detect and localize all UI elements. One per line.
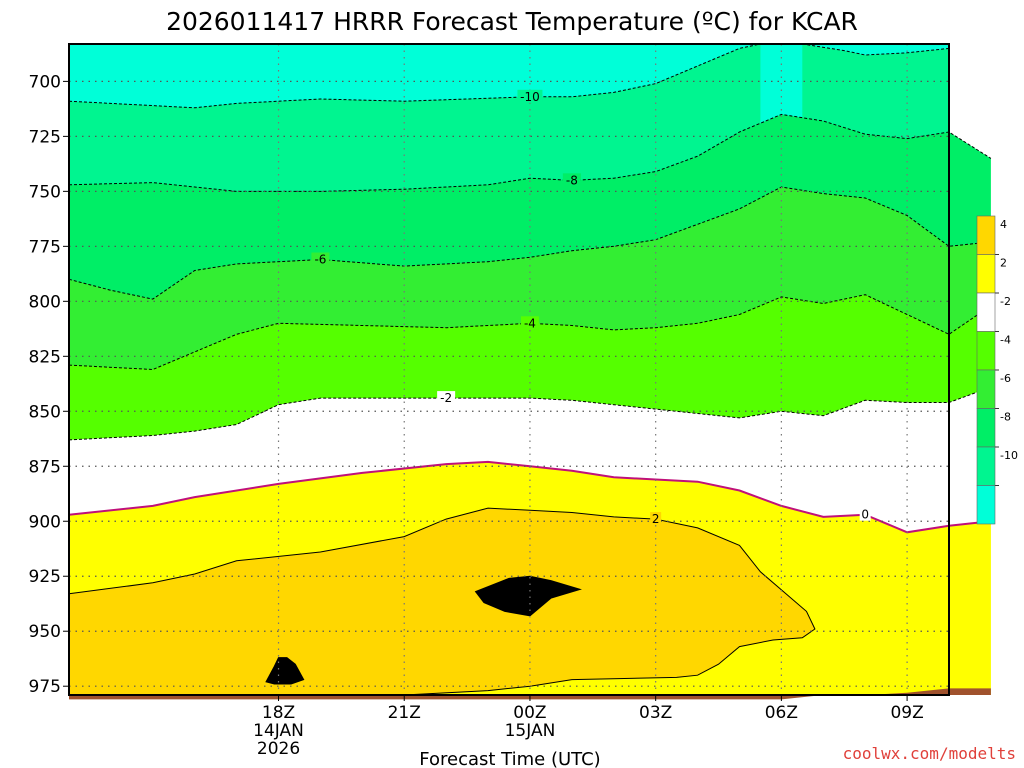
y-tick-label-900: 900 — [29, 512, 61, 532]
contour-line-9 — [265, 657, 305, 685]
colorbar-label--8: -8 — [1000, 411, 1011, 424]
contour-label-6: 0 — [861, 508, 869, 522]
x-tick-label-15JAN: 15JAN — [505, 721, 556, 741]
y-tick-label-825: 825 — [29, 347, 61, 367]
y-tick-label-725: 725 — [29, 127, 61, 147]
x-tick-label-18Z: 18Z — [262, 703, 295, 723]
ground-fill — [69, 688, 991, 700]
contour-label-bg-0 — [517, 89, 543, 103]
colorbar-label--6: -6 — [1000, 372, 1011, 385]
contour-line-3 — [68, 186, 991, 300]
x-tick-label-14JAN: 14JAN — [253, 721, 304, 741]
colorbar-swatch-6 — [976, 446, 996, 486]
chart-title: 2026011417 HRRR Forecast Temperature (ºC… — [166, 7, 858, 36]
colorbar-swatch-3 — [976, 331, 996, 371]
colorbar-label-4: 4 — [1000, 218, 1007, 231]
plot-grid — [69, 44, 949, 695]
contour-label-bg-4 — [520, 316, 539, 330]
contour-line-5 — [68, 386, 992, 441]
contour-label-4: -4 — [524, 316, 536, 330]
x-tick-label-00Z: 00Z — [513, 703, 546, 723]
colorbar-legend: 4 2 -2 -4 -6 -8 -10 — [976, 215, 1018, 525]
contour-label-bg-2 — [562, 173, 581, 187]
colorbar-label--2: -2 — [1000, 295, 1011, 308]
y-tick-label-950: 950 — [29, 622, 61, 642]
fill-warm-area-1 — [475, 576, 581, 616]
contour-label-2: -8 — [566, 173, 578, 187]
colorbar-swatch-4 — [976, 369, 996, 409]
contour-label-5: -2 — [440, 391, 452, 405]
colorbar-label-2: 2 — [1000, 257, 1007, 270]
x-tick-label-09Z: 09Z — [890, 703, 923, 723]
contour-label-bg-6 — [859, 507, 871, 521]
x-tick-label-06Z: 06Z — [765, 703, 798, 723]
contour-label-7: 2 — [652, 512, 660, 526]
y-tick-label-750: 750 — [29, 182, 61, 202]
x-tick-label-2026: 2026 — [257, 739, 300, 759]
credit-link[interactable]: coolwx.com/modelts — [843, 744, 1016, 763]
plot-frame — [68, 43, 950, 696]
y-tick-label-775: 775 — [29, 237, 61, 257]
contour-label-bg-7 — [650, 512, 662, 526]
colorbar-swatch-7 — [976, 485, 996, 525]
x-tick-label-03Z: 03Z — [639, 703, 672, 723]
contour-label-3: -6 — [314, 253, 326, 267]
y-tick-label-700: 700 — [29, 72, 61, 92]
colorbar-label--10: -10 — [1000, 449, 1018, 462]
y-axis-ticks: 700 725 750 775 800 825 850 875 900 925 950 975 — [29, 72, 69, 697]
contour-label-bg-5 — [437, 391, 456, 405]
y-tick-label-850: 850 — [29, 402, 61, 422]
plot-labels: -10 -8 -6 -4 -2 0 2 — [311, 89, 871, 526]
colorbar-swatch-1 — [976, 254, 996, 294]
colorbar-swatch-5 — [976, 408, 996, 448]
contour-line-2 — [68, 113, 992, 192]
y-tick-label-975: 975 — [29, 677, 61, 697]
fill-warm-area-0 — [69, 508, 815, 695]
x-axis-label: Forecast Time (UTC) — [419, 749, 600, 768]
y-tick-label-875: 875 — [29, 457, 61, 477]
contour-label-bg-3 — [311, 252, 330, 266]
x-tick-label-21Z: 21Z — [388, 703, 421, 723]
contour-line-4 — [68, 294, 992, 371]
y-tick-label-800: 800 — [29, 292, 61, 312]
colorbar-swatch-0 — [976, 215, 996, 255]
contour-line-8 — [474, 575, 582, 617]
y-tick-label-925: 925 — [29, 567, 61, 587]
contour-line-7 — [68, 507, 816, 696]
colorbar-swatch-2 — [976, 292, 996, 332]
contour-label-0: -10 — [520, 90, 540, 104]
colorbar-label--4: -4 — [1000, 334, 1011, 347]
plot-fills — [69, 44, 991, 700]
